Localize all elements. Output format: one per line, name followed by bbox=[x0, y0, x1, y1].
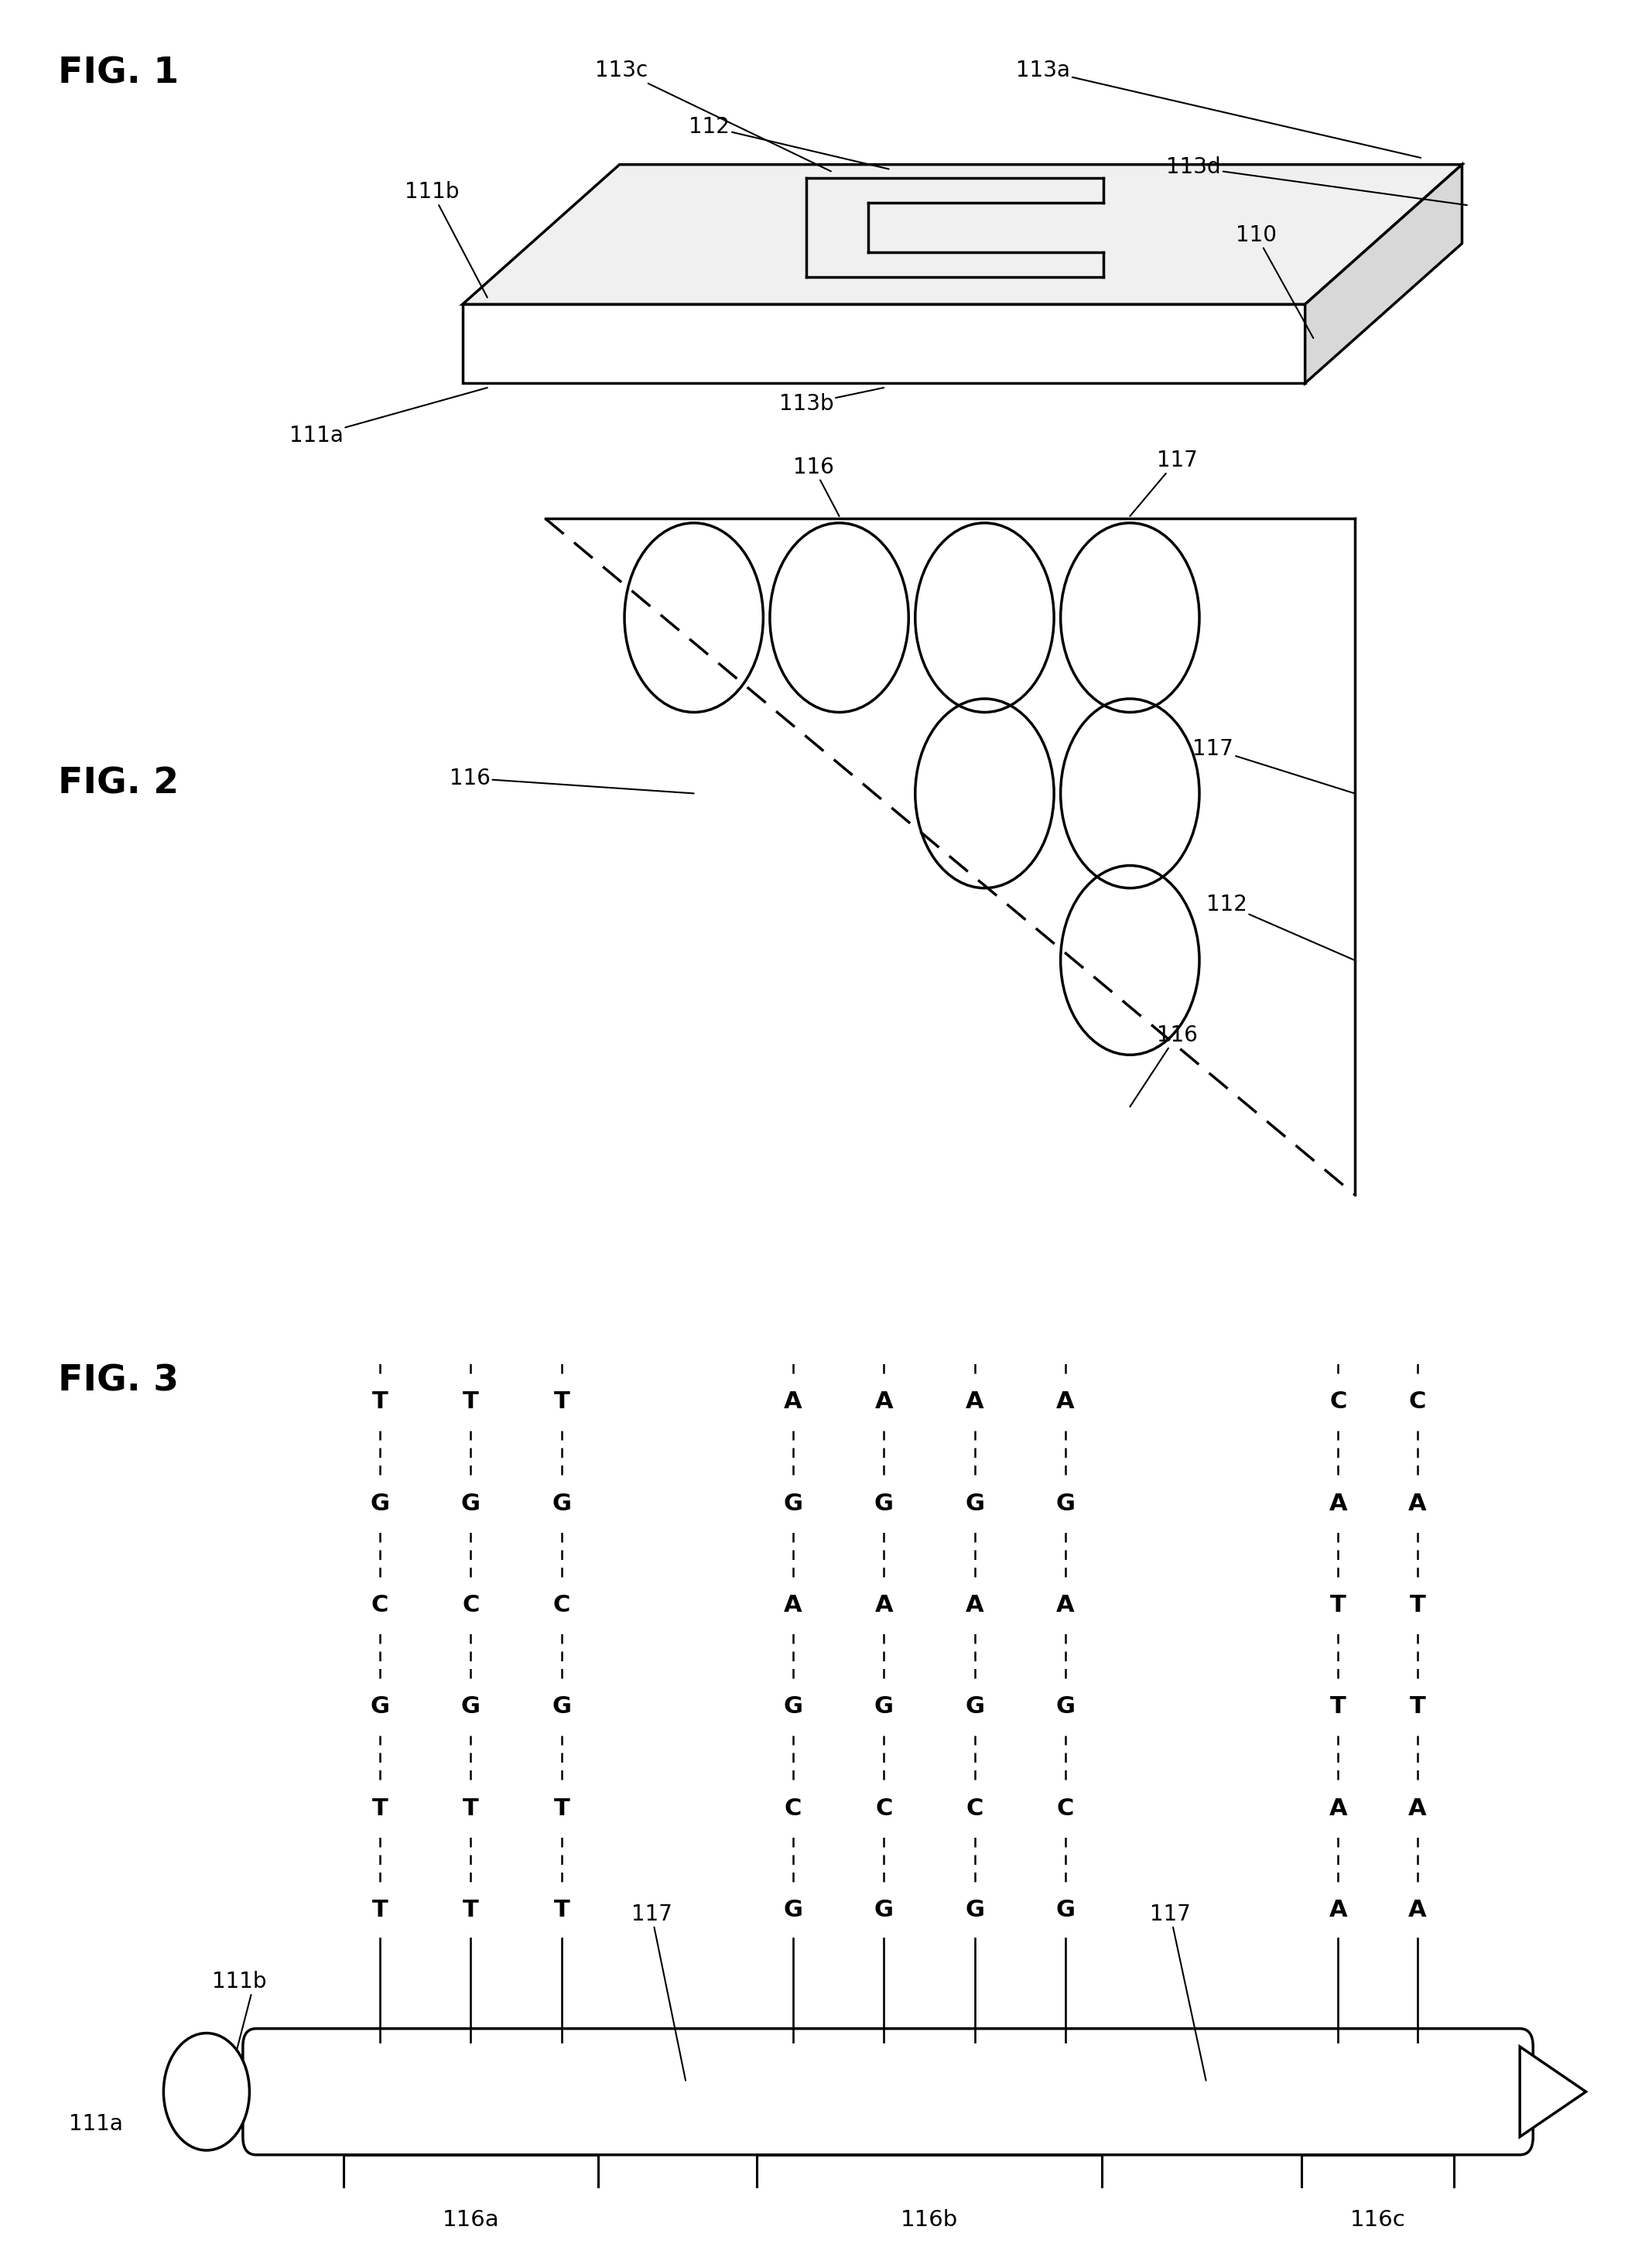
Text: FIG. 2: FIG. 2 bbox=[58, 766, 178, 800]
Text: 117: 117 bbox=[1193, 737, 1355, 793]
Text: A: A bbox=[874, 1391, 894, 1413]
Text: G: G bbox=[1056, 1695, 1075, 1718]
Text: G: G bbox=[552, 1695, 572, 1718]
Polygon shape bbox=[1520, 2047, 1586, 2137]
Text: C: C bbox=[553, 1594, 570, 1616]
Text: C: C bbox=[1057, 1796, 1074, 1819]
Text: C: C bbox=[785, 1796, 801, 1819]
Text: 110: 110 bbox=[1236, 223, 1313, 338]
Text: A: A bbox=[874, 1594, 894, 1616]
Text: 113c: 113c bbox=[595, 59, 831, 171]
Text: T: T bbox=[372, 1391, 388, 1413]
Text: 116a: 116a bbox=[443, 2209, 499, 2231]
Text: G: G bbox=[874, 1898, 894, 1920]
Text: A: A bbox=[965, 1594, 985, 1616]
Text: 113d: 113d bbox=[1166, 156, 1467, 205]
Circle shape bbox=[164, 2033, 249, 2150]
Text: 116: 116 bbox=[449, 766, 694, 793]
Text: T: T bbox=[372, 1796, 388, 1819]
Text: C: C bbox=[463, 1594, 479, 1616]
Text: G: G bbox=[783, 1492, 803, 1515]
Text: T: T bbox=[1330, 1594, 1346, 1616]
Text: G: G bbox=[965, 1492, 985, 1515]
Text: 117: 117 bbox=[1130, 449, 1198, 516]
Text: G: G bbox=[370, 1492, 390, 1515]
Text: 116: 116 bbox=[1130, 1023, 1198, 1107]
Text: 117: 117 bbox=[631, 1902, 686, 2080]
Text: A: A bbox=[1328, 1898, 1348, 1920]
Text: A: A bbox=[1328, 1796, 1348, 1819]
Text: 113a: 113a bbox=[1016, 59, 1421, 158]
Text: A: A bbox=[1056, 1391, 1075, 1413]
Text: G: G bbox=[783, 1695, 803, 1718]
Text: FIG. 1: FIG. 1 bbox=[58, 56, 178, 90]
Text: G: G bbox=[370, 1695, 390, 1718]
Text: T: T bbox=[463, 1796, 479, 1819]
Text: 112: 112 bbox=[689, 115, 889, 169]
Text: 111a: 111a bbox=[69, 2112, 122, 2135]
Text: G: G bbox=[783, 1898, 803, 1920]
Text: T: T bbox=[1409, 1594, 1426, 1616]
Text: T: T bbox=[553, 1796, 570, 1819]
Text: T: T bbox=[553, 1898, 570, 1920]
Text: G: G bbox=[461, 1695, 481, 1718]
Text: G: G bbox=[461, 1492, 481, 1515]
Text: A: A bbox=[1408, 1898, 1427, 1920]
Text: G: G bbox=[874, 1492, 894, 1515]
Text: C: C bbox=[1409, 1391, 1426, 1413]
Text: G: G bbox=[965, 1695, 985, 1718]
Text: G: G bbox=[965, 1898, 985, 1920]
Text: 111a: 111a bbox=[289, 388, 487, 446]
Text: A: A bbox=[1056, 1594, 1075, 1616]
Text: T: T bbox=[372, 1898, 388, 1920]
Text: A: A bbox=[1408, 1492, 1427, 1515]
Text: A: A bbox=[783, 1391, 803, 1413]
Text: 111b: 111b bbox=[211, 1970, 268, 1993]
Text: A: A bbox=[1408, 1796, 1427, 1819]
Text: T: T bbox=[463, 1391, 479, 1413]
Text: C: C bbox=[372, 1594, 388, 1616]
Polygon shape bbox=[463, 165, 1462, 304]
Text: A: A bbox=[1328, 1492, 1348, 1515]
Text: T: T bbox=[1330, 1695, 1346, 1718]
Text: C: C bbox=[966, 1796, 983, 1819]
Text: G: G bbox=[874, 1695, 894, 1718]
Text: G: G bbox=[1056, 1492, 1075, 1515]
Text: 116c: 116c bbox=[1350, 2209, 1406, 2231]
Text: C: C bbox=[1330, 1391, 1346, 1413]
Text: 111b: 111b bbox=[405, 180, 487, 298]
Polygon shape bbox=[463, 304, 1305, 383]
Text: A: A bbox=[783, 1594, 803, 1616]
Text: A: A bbox=[965, 1391, 985, 1413]
Text: FIG. 3: FIG. 3 bbox=[58, 1364, 178, 1397]
Polygon shape bbox=[1305, 165, 1462, 383]
Text: T: T bbox=[463, 1898, 479, 1920]
Text: 117: 117 bbox=[1150, 1902, 1206, 2080]
Text: T: T bbox=[1409, 1695, 1426, 1718]
FancyBboxPatch shape bbox=[243, 2029, 1533, 2155]
Text: 116b: 116b bbox=[900, 2209, 958, 2231]
Text: 116: 116 bbox=[793, 455, 839, 516]
Text: T: T bbox=[553, 1391, 570, 1413]
Text: C: C bbox=[876, 1796, 892, 1819]
Text: G: G bbox=[552, 1492, 572, 1515]
Text: 112: 112 bbox=[1206, 893, 1355, 960]
Text: G: G bbox=[1056, 1898, 1075, 1920]
Text: 113b: 113b bbox=[778, 388, 884, 415]
